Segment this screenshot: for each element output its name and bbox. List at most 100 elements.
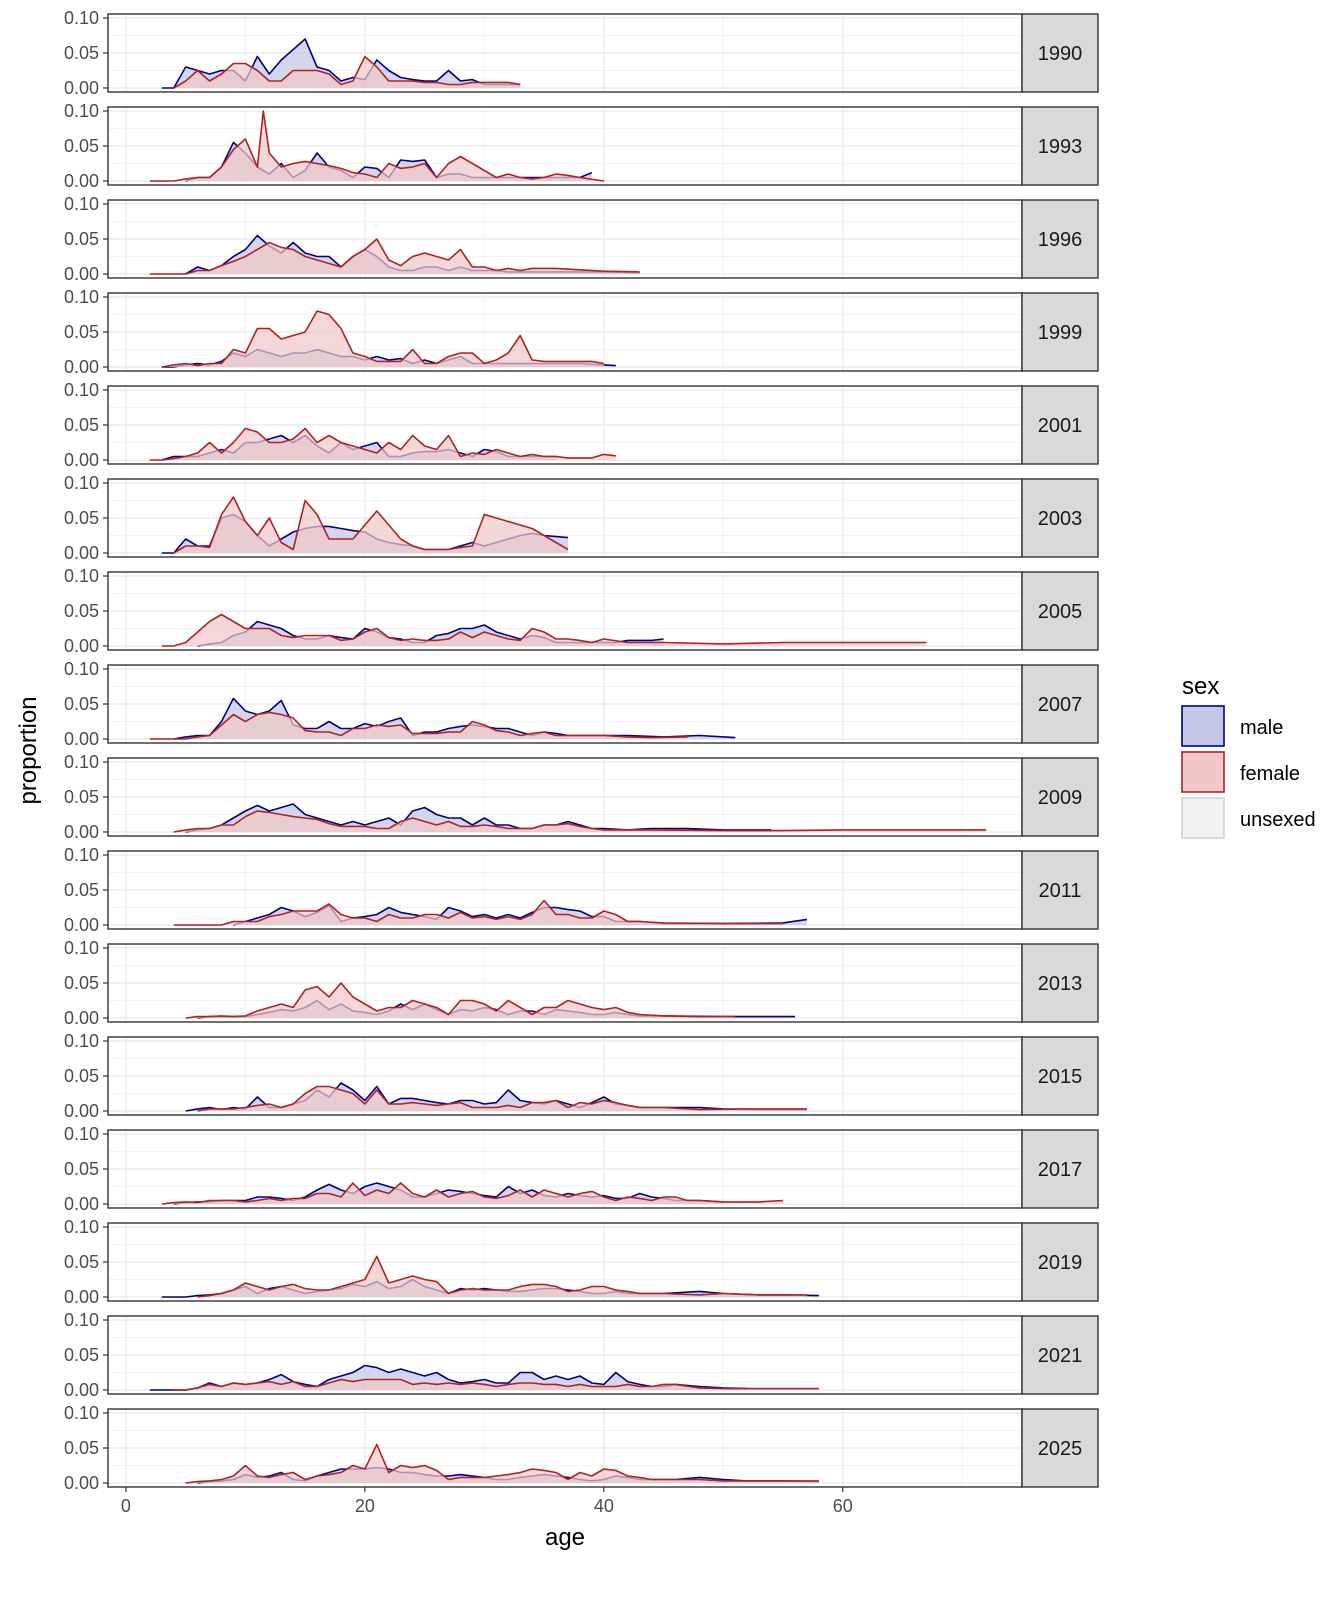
- female-line-2011: [173, 899, 784, 926]
- strip-label: 2017: [1038, 1159, 1083, 1181]
- x-axis: 0 20 40 60: [121, 1487, 853, 1516]
- y-tick-label: 0.05: [64, 43, 99, 63]
- y-tick-label: 0.00: [64, 1101, 99, 1121]
- male-line-1990: [161, 38, 521, 89]
- facet-panel-2021: 2021 0.00 0.05 0.10: [64, 1310, 1099, 1400]
- female-line-2013: [185, 982, 736, 1019]
- y-tick-label: 0.10: [64, 752, 99, 772]
- y-tick-label: 0.00: [64, 450, 99, 470]
- legend-key-unsexed: [1181, 797, 1225, 839]
- x-tick-label: 0: [121, 1496, 131, 1516]
- strip-label: 1996: [1038, 229, 1083, 251]
- female-line-1993: [149, 110, 604, 182]
- x-axis-title: age: [545, 1524, 585, 1551]
- strip-label: 2005: [1038, 601, 1083, 623]
- female-line-2003: [173, 496, 569, 554]
- legend-label-female: female: [1240, 763, 1300, 785]
- female-line-2021: [173, 1378, 819, 1391]
- female-area-2001: [149, 428, 616, 460]
- female-line-1990: [173, 55, 521, 89]
- y-tick-label: 0.10: [64, 1031, 99, 1051]
- y-tick-label: 0.10: [64, 194, 99, 214]
- strip-background: [1021, 1129, 1099, 1209]
- strip-background: [1021, 199, 1099, 279]
- y-tick-label: 0.00: [64, 729, 99, 749]
- female-line-1996: [149, 238, 640, 275]
- strip-background: [1021, 1408, 1099, 1488]
- legend-key-female: [1181, 751, 1225, 793]
- facet-panel-2025: 2025 0.00 0.05 0.10: [64, 1403, 1099, 1493]
- strip-background: [1021, 571, 1099, 651]
- female-line-2025: [185, 1443, 819, 1484]
- y-tick-label: 0.00: [64, 1473, 99, 1493]
- y-tick-label: 0.05: [64, 1066, 99, 1086]
- female-area-2007: [149, 712, 688, 739]
- y-tick-label: 0.10: [64, 101, 99, 121]
- y-tick-label: 0.10: [64, 473, 99, 493]
- legend-label-male: male: [1240, 717, 1283, 739]
- y-tick-label: 0.00: [64, 543, 99, 563]
- strip-background: [1021, 1222, 1099, 1302]
- female-line-2007: [149, 711, 688, 740]
- y-tick-label: 0.00: [64, 915, 99, 935]
- strip-label: 2009: [1038, 787, 1083, 809]
- female-line-2005: [161, 613, 927, 647]
- y-tick-label: 0.10: [64, 1124, 99, 1144]
- facet-panel-2001: 2001 0.00 0.05 0.10: [64, 380, 1099, 470]
- y-tick-label: 0.10: [64, 1217, 99, 1237]
- facet-panel-2009: 2009 0.00 0.05 0.10: [64, 752, 1099, 842]
- strip-background: [1021, 1036, 1099, 1116]
- y-tick-label: 0.00: [64, 357, 99, 377]
- y-tick-label: 0.05: [64, 229, 99, 249]
- female-line-2009: [173, 810, 987, 833]
- y-tick-label: 0.00: [64, 636, 99, 656]
- x-tick-label: 40: [594, 1496, 614, 1516]
- y-tick-label: 0.05: [64, 973, 99, 993]
- male-line-2007: [173, 697, 736, 740]
- y-tick-label: 0.05: [64, 601, 99, 621]
- y-tick-label: 0.00: [64, 822, 99, 842]
- strip-background: [1021, 13, 1099, 93]
- facet-panel-1996: 1996 0.00 0.05 0.10: [64, 194, 1099, 284]
- female-area-1993: [149, 111, 604, 181]
- female-area-2003: [173, 497, 568, 553]
- facet-panel-2011: 2011 0.00 0.05 0.10: [64, 845, 1099, 935]
- y-tick-label: 0.05: [64, 1345, 99, 1365]
- facet-panel-2013: 2013 0.00 0.05 0.10: [64, 938, 1099, 1028]
- y-axis-title: proportion: [15, 696, 42, 804]
- strip-label: 1990: [1038, 43, 1083, 65]
- y-tick-label: 0.10: [64, 380, 99, 400]
- y-tick-label: 0.10: [64, 566, 99, 586]
- facet-panels: 1990 0.00 0.05 0.10 1993 0.00 0.05 0.10 1996 0.00…: [64, 8, 1099, 1493]
- y-tick-label: 0.10: [64, 1403, 99, 1423]
- female-line-2001: [149, 427, 616, 461]
- strip-label: 2021: [1038, 1345, 1083, 1367]
- y-tick-label: 0.05: [64, 1438, 99, 1458]
- female-area-1990: [173, 56, 521, 88]
- strip-label: 2015: [1038, 1066, 1083, 1088]
- strip-background: [1021, 106, 1099, 186]
- female-line-2017: [161, 1182, 784, 1205]
- y-tick-label: 0.05: [64, 787, 99, 807]
- strip-background: [1021, 478, 1099, 558]
- male-area-2011: [233, 905, 807, 925]
- female-area-1996: [149, 239, 640, 274]
- strip-background: [1021, 850, 1099, 930]
- y-tick-label: 0.00: [64, 264, 99, 284]
- y-tick-label: 0.05: [64, 1252, 99, 1272]
- strip-label: 2025: [1038, 1438, 1083, 1460]
- y-tick-label: 0.05: [64, 508, 99, 528]
- strip-background: [1021, 292, 1099, 372]
- female-area-2019: [197, 1256, 807, 1297]
- x-tick-label: 20: [355, 1496, 375, 1516]
- y-tick-label: 0.00: [64, 78, 99, 98]
- y-tick-label: 0.05: [64, 415, 99, 435]
- female-area-2025: [185, 1444, 819, 1483]
- legend-label-unsexed: unsexed: [1240, 809, 1316, 831]
- facet-panel-1999: 1999 0.00 0.05 0.10: [64, 287, 1099, 377]
- y-tick-label: 0.05: [64, 1159, 99, 1179]
- y-tick-label: 0.00: [64, 1008, 99, 1028]
- strip-label: 1993: [1038, 136, 1083, 158]
- strip-label: 2019: [1038, 1252, 1083, 1274]
